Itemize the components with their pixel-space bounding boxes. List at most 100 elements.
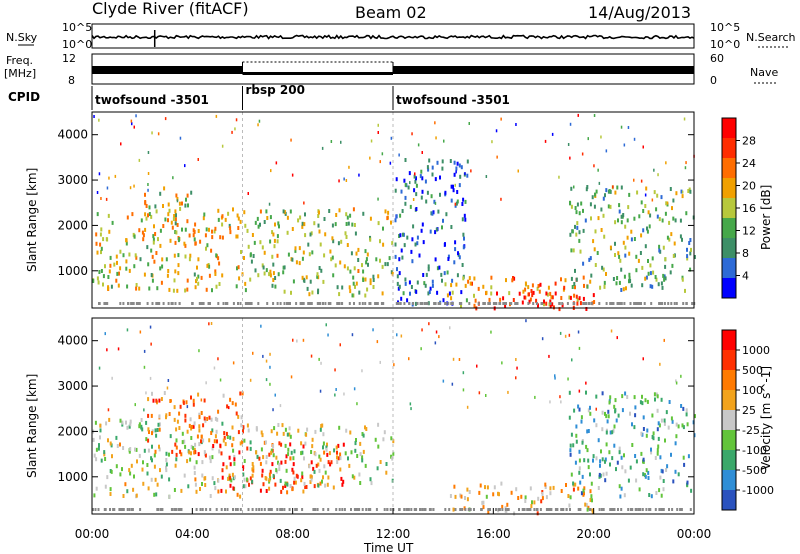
echo-cell: [349, 213, 352, 218]
echo-cell: [617, 413, 620, 418]
echo-cell: [601, 265, 604, 270]
echo-cell: [257, 123, 259, 127]
echo-cell: [184, 413, 187, 418]
echo-cell: [587, 408, 590, 413]
echo-cell: [293, 476, 296, 481]
echo-cell: [100, 458, 103, 463]
ground-cell: [549, 302, 552, 305]
colorbar-swatch: [722, 158, 736, 178]
echo-cell: [336, 285, 339, 290]
ground-cell: [205, 508, 208, 511]
echo-cell: [420, 347, 422, 351]
freq-tick-high: 12: [62, 52, 76, 65]
echo-cell: [570, 276, 573, 281]
echo-cell: [243, 256, 245, 260]
echo-cell: [355, 438, 357, 442]
echo-cell: [95, 457, 98, 462]
echo-cell: [272, 453, 275, 458]
echo-cell: [331, 255, 334, 260]
echo-cell: [222, 438, 225, 443]
echo-cell: [663, 338, 665, 342]
echo-cell: [330, 460, 333, 465]
echo-cell: [168, 208, 171, 213]
echo-cell: [601, 457, 604, 462]
echo-cell: [95, 486, 98, 491]
echo-cell: [185, 400, 188, 405]
echo-cell: [97, 280, 100, 285]
echo-cell: [158, 444, 160, 449]
echo-cell: [231, 130, 233, 134]
ground-cell: [523, 508, 526, 511]
echo-cell: [608, 450, 611, 455]
echo-cell: [675, 434, 678, 439]
echo-cell: [301, 256, 304, 261]
echo-cell: [104, 457, 107, 461]
cpid-segment-0: twofsound -3501: [95, 93, 209, 107]
echo-cell: [269, 239, 272, 244]
echo-cell: [658, 248, 661, 253]
echo-cell: [139, 330, 142, 334]
echo-cell: [470, 169, 472, 173]
echo-cell: [376, 340, 379, 344]
echo-cell: [339, 456, 342, 461]
echo-cell: [225, 465, 228, 470]
echo-cell: [103, 450, 106, 455]
echo-cell: [151, 444, 153, 449]
echo-cell: [406, 298, 409, 303]
echo-cell: [595, 189, 598, 194]
echo-cell: [195, 489, 198, 494]
echo-cell: [208, 415, 211, 420]
ground-cell: [281, 508, 284, 511]
echo-cell: [317, 483, 320, 488]
echo-cell: [313, 469, 316, 474]
echo-cell: [135, 286, 138, 291]
echo-cell: [221, 468, 224, 473]
echo-cell: [492, 492, 495, 497]
echo-cell: [458, 358, 461, 361]
echo-cell: [536, 286, 539, 291]
echo-cell: [341, 285, 344, 290]
echo-cell: [548, 302, 551, 307]
echo-cell: [453, 260, 456, 265]
ground-cell: [527, 302, 530, 305]
echo-cell: [651, 198, 654, 202]
echo-cell: [613, 424, 616, 429]
echo-cell: [689, 189, 692, 194]
echo-cell: [304, 212, 306, 217]
echo-cell: [679, 218, 682, 223]
echo-cell: [281, 423, 284, 428]
echo-cell: [390, 136, 393, 140]
echo-cell: [474, 298, 477, 303]
echo-cell: [345, 428, 348, 433]
nave-label: Nave: [750, 66, 778, 79]
echo-cell: [675, 381, 678, 385]
echo-cell: [585, 390, 587, 395]
echo-cell: [190, 451, 192, 456]
echo-cell: [369, 281, 372, 286]
cpid-segment-1: rbsp 200: [246, 83, 305, 97]
echo-cell: [270, 448, 273, 453]
ground-cell: [135, 302, 138, 305]
echo-cell: [530, 289, 533, 293]
echo-cell: [462, 276, 465, 281]
ground-cell: [492, 302, 495, 305]
ground-cell: [276, 508, 279, 511]
colorbar-swatch: [722, 138, 736, 158]
ground-cell: [640, 302, 642, 305]
echo-cell: [164, 217, 167, 222]
echo-cell: [427, 291, 430, 296]
ground-cell: [195, 508, 198, 511]
echo-cell: [173, 214, 176, 218]
nave-tick-low: 0: [710, 74, 717, 87]
echo-cell: [592, 458, 594, 463]
ground-cell: [407, 508, 410, 511]
echo-cell: [284, 481, 287, 486]
ground-cell: [510, 302, 513, 305]
echo-cell: [181, 431, 184, 436]
ground-cell: [662, 508, 665, 511]
echo-cell: [620, 288, 623, 292]
echo-cell: [413, 174, 416, 179]
echo-cell: [404, 158, 407, 162]
echo-cell: [303, 222, 306, 227]
